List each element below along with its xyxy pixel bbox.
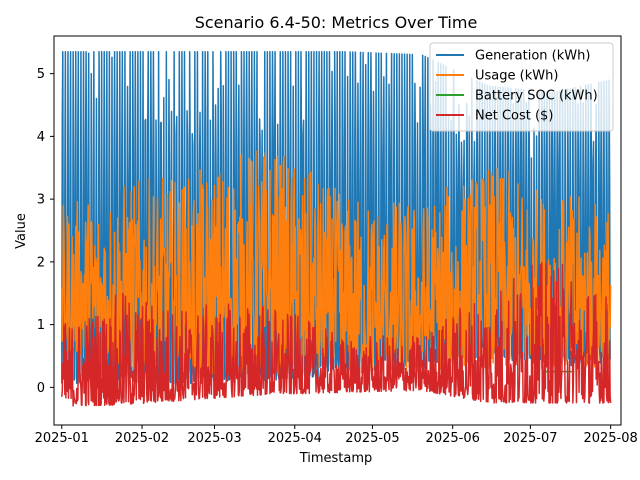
x-tick-label: 2025-02 (115, 431, 169, 446)
legend-label: Usage (kWh) (475, 69, 558, 84)
legend-label: Generation (kWh) (475, 49, 590, 64)
plot-series-layer (61, 50, 612, 407)
plot-frame (53, 35, 622, 426)
y-tick-label: 0 (37, 381, 45, 396)
y-tick-label: 3 (37, 193, 45, 208)
x-tick-label: 2025-06 (426, 431, 480, 446)
y-tick-label: 4 (37, 130, 45, 145)
y-tick-label: 5 (37, 67, 45, 82)
x-tick-label: 2025-03 (187, 431, 241, 446)
y-tick-label: 2 (37, 255, 45, 270)
x-axis-ticks: 2025-01 2025-02 2025-03 2025-04 2025-05 2025-… (35, 425, 638, 446)
legend-box (429, 42, 614, 132)
x-tick-label: 2025-05 (345, 431, 399, 446)
x-tick-label: 2025-04 (268, 431, 322, 446)
legend-label: Battery SOC (kWh) (475, 89, 598, 104)
x-tick-label: 2025-01 (35, 431, 89, 446)
x-tick-label: 2025-08 (583, 431, 637, 446)
y-tick-label: 1 (37, 318, 45, 333)
chart-title: Scenario 6.4-50: Metrics Over Time (195, 13, 478, 32)
y-axis-ticks: 0 1 2 3 4 5 (37, 67, 54, 396)
legend: Generation (kWh) Usage (kWh) Battery SOC (… (429, 42, 614, 132)
x-tick-label: 2025-07 (503, 431, 557, 446)
legend-label: Net Cost ($) (475, 109, 553, 124)
x-axis-label: Timestamp (299, 451, 373, 466)
series-line-net-cost (61, 261, 612, 407)
series-line-usage-kwh (61, 150, 612, 376)
y-axis-label: Value (14, 213, 29, 249)
